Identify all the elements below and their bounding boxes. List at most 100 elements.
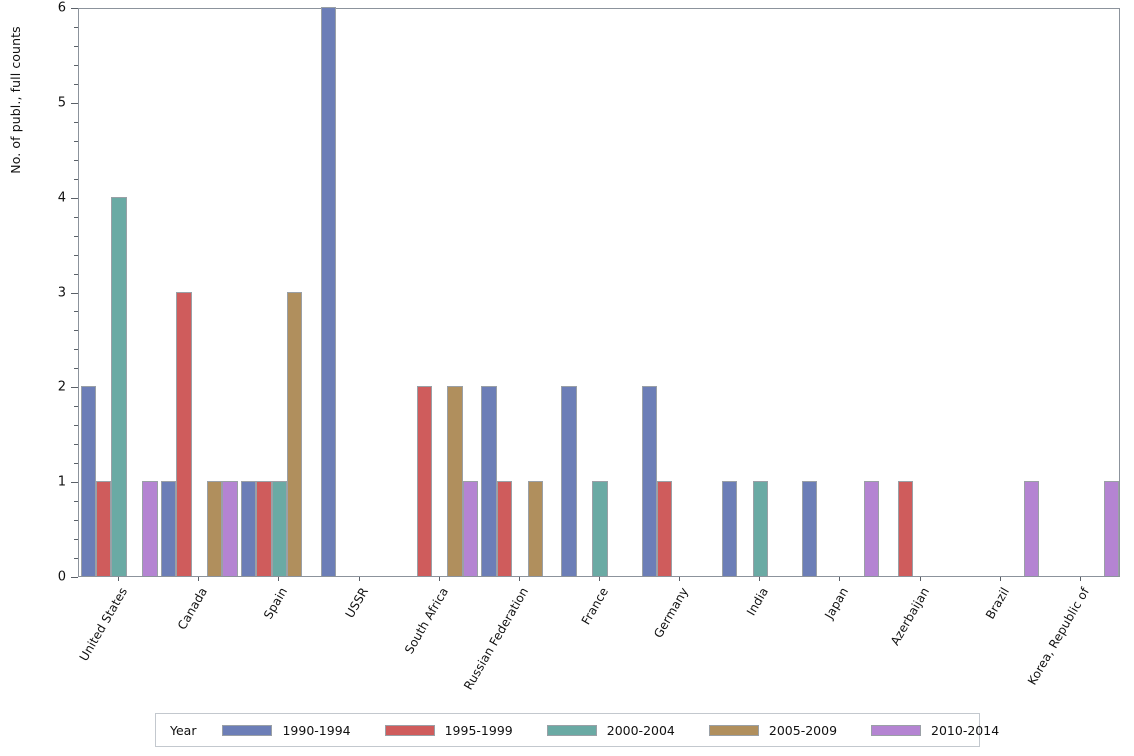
bar[interactable] bbox=[801, 481, 818, 576]
legend-label: 2000-2004 bbox=[606, 722, 675, 738]
bar-slot bbox=[176, 9, 192, 576]
bar-slot bbox=[287, 9, 303, 576]
bar-slot bbox=[432, 9, 447, 576]
y-tick-major bbox=[71, 197, 78, 199]
bar[interactable] bbox=[752, 481, 768, 576]
bar[interactable] bbox=[287, 291, 303, 576]
bar-slot bbox=[913, 9, 928, 576]
x-axis-category-label: Canada bbox=[175, 585, 211, 633]
bar[interactable] bbox=[271, 481, 288, 576]
bar-group bbox=[560, 9, 640, 576]
y-tick-major bbox=[71, 482, 78, 484]
bar-slot bbox=[256, 9, 272, 576]
bar-group bbox=[239, 9, 319, 576]
x-tick bbox=[759, 577, 761, 581]
bar[interactable] bbox=[481, 386, 497, 576]
legend-entry[interactable]: 1990-1994 bbox=[222, 722, 351, 738]
bar[interactable] bbox=[80, 386, 96, 576]
bar[interactable] bbox=[176, 291, 192, 576]
bar[interactable] bbox=[416, 386, 432, 576]
x-axis-category-label: Spain bbox=[261, 585, 291, 622]
x-axis-category-label: Azerbaijan bbox=[887, 585, 932, 648]
bar-group bbox=[480, 9, 560, 576]
bar[interactable] bbox=[657, 481, 673, 576]
x-tick bbox=[999, 577, 1001, 581]
legend-entry[interactable]: 2005-2009 bbox=[708, 723, 837, 738]
y-axis-ticks: 0 1 2 3 4 5 6 bbox=[0, 2, 78, 584]
bar[interactable] bbox=[240, 481, 257, 576]
bar-slot bbox=[1073, 9, 1088, 576]
bar-slot bbox=[383, 9, 398, 576]
y-tick-minor bbox=[74, 121, 78, 123]
plot-area bbox=[78, 7, 1121, 577]
bar-slot bbox=[928, 9, 943, 576]
y-tick-minor bbox=[74, 216, 78, 218]
legend-swatch bbox=[871, 724, 922, 736]
x-tick bbox=[118, 577, 120, 581]
bar[interactable] bbox=[897, 481, 913, 576]
bar-slot bbox=[833, 9, 848, 576]
y-tick-minor bbox=[74, 501, 78, 503]
bar-slot bbox=[367, 9, 382, 576]
bar-slot bbox=[897, 9, 913, 576]
bar[interactable] bbox=[447, 386, 463, 576]
x-tick bbox=[679, 577, 681, 581]
bar[interactable] bbox=[160, 481, 177, 576]
bar-group bbox=[400, 9, 480, 576]
bar[interactable] bbox=[496, 481, 513, 576]
bar-slot bbox=[222, 9, 238, 576]
x-tick bbox=[919, 577, 921, 581]
y-tick-minor bbox=[74, 311, 78, 313]
y-tick-minor bbox=[74, 368, 78, 370]
y-tick-major bbox=[71, 292, 78, 294]
x-axis-category-label: USSR bbox=[342, 585, 371, 621]
bar[interactable] bbox=[863, 481, 879, 576]
bar[interactable] bbox=[1023, 481, 1040, 576]
bar-slot bbox=[1104, 9, 1120, 576]
bar[interactable] bbox=[95, 481, 112, 576]
bar[interactable] bbox=[206, 481, 223, 576]
bar[interactable] bbox=[111, 196, 127, 576]
bar-slot bbox=[801, 9, 818, 576]
bar[interactable] bbox=[321, 7, 337, 576]
legend-entry[interactable]: 2000-2004 bbox=[546, 722, 675, 738]
bar-slot bbox=[978, 9, 993, 576]
bar-slot bbox=[160, 9, 177, 576]
x-axis-category-label: Korea, Republic of bbox=[1024, 585, 1093, 688]
bar-slot bbox=[944, 9, 959, 576]
bar-slot bbox=[80, 9, 96, 576]
chart-legend[interactable]: Year 1990-1994 1995-1999 2000-2004 2005-200… bbox=[155, 713, 999, 747]
y-tick-minor bbox=[74, 539, 78, 541]
bar[interactable] bbox=[462, 481, 479, 576]
bar-slot bbox=[863, 9, 879, 576]
bar-slot bbox=[993, 9, 1008, 576]
bar[interactable] bbox=[641, 386, 658, 576]
bar-slot bbox=[641, 9, 658, 576]
bar-group bbox=[79, 9, 159, 576]
y-tick-label: 6 bbox=[57, 0, 66, 16]
bar[interactable] bbox=[1104, 481, 1120, 576]
bar-slot bbox=[1089, 9, 1104, 576]
bar[interactable] bbox=[222, 481, 238, 576]
bar-slot bbox=[512, 9, 527, 576]
bar-groups bbox=[79, 7, 1121, 576]
bar[interactable] bbox=[527, 481, 543, 576]
bar-slot bbox=[527, 9, 543, 576]
bar-slot bbox=[672, 9, 687, 576]
legend-title: Year bbox=[170, 722, 197, 738]
legend-entry[interactable]: 1995-1999 bbox=[384, 723, 513, 738]
bar[interactable] bbox=[142, 481, 158, 576]
bar[interactable] bbox=[592, 481, 608, 576]
bar-group bbox=[1041, 9, 1121, 576]
bar[interactable] bbox=[256, 481, 272, 576]
bar-slot bbox=[623, 9, 638, 576]
bar-slot bbox=[302, 9, 317, 576]
bar-slot bbox=[962, 9, 977, 576]
legend-entry[interactable]: 2010-2014 bbox=[871, 723, 999, 738]
y-tick-major bbox=[71, 8, 78, 9]
bar[interactable] bbox=[561, 386, 577, 576]
bar[interactable] bbox=[721, 481, 738, 576]
bar-slot bbox=[95, 9, 112, 576]
legend-label: 1990-1994 bbox=[282, 722, 351, 738]
bar-slot bbox=[336, 9, 351, 576]
